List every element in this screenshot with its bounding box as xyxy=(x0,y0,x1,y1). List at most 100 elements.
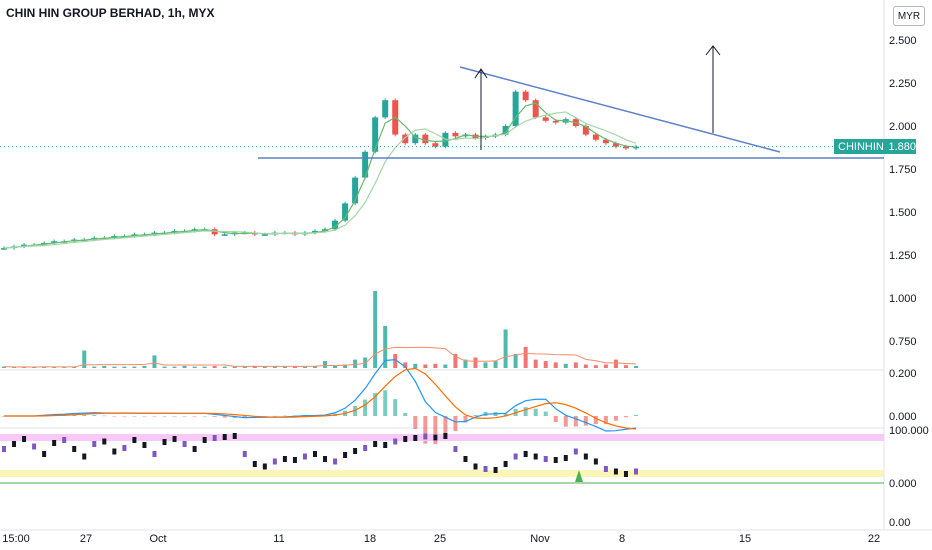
stoch-mark xyxy=(282,456,287,462)
last-price-tag: CHINHIN 1.880 xyxy=(834,139,916,154)
macd-tick-label: 0.000 xyxy=(889,411,917,423)
macd-histogram-bar xyxy=(613,416,618,421)
stoch-mark xyxy=(302,453,307,460)
stoch-mark xyxy=(573,448,578,455)
volume-bar xyxy=(393,354,398,368)
macd-histogram-bar xyxy=(212,416,217,417)
time-tick-label: 25 xyxy=(434,533,446,545)
candle-body xyxy=(452,132,459,137)
stoch-mark xyxy=(383,442,388,448)
candle-body xyxy=(612,143,619,147)
volume-bar xyxy=(102,365,107,368)
stoch-mark xyxy=(52,440,57,446)
price-tick-label: 1.500 xyxy=(889,207,917,219)
stoch-tick-label: 100.000 xyxy=(889,425,929,437)
stoch-tick-label: 0.00 xyxy=(889,517,910,529)
macd-histogram-bar xyxy=(72,414,77,416)
volume-bar xyxy=(483,362,488,368)
volume-bar xyxy=(433,363,438,368)
stoch-mark xyxy=(333,458,338,465)
currency-button[interactable]: MYR xyxy=(893,6,925,26)
time-tick-label: 8 xyxy=(619,533,625,545)
candle-body xyxy=(542,117,549,121)
volume-bar xyxy=(443,364,448,368)
macd-tick-label: 0.200 xyxy=(889,368,917,380)
price-tag-symbol: CHINHIN xyxy=(838,140,884,153)
stoch-mark xyxy=(222,434,227,440)
volume-bar xyxy=(122,366,127,368)
stoch-mark xyxy=(62,437,67,443)
volume-ma-line xyxy=(3,346,637,368)
time-tick-label: 22 xyxy=(868,533,880,545)
volume-tick-label: 0.750 xyxy=(889,336,917,348)
macd-histogram-bar xyxy=(623,416,628,418)
stoch-mark xyxy=(292,457,297,463)
stoch-mark xyxy=(443,433,448,439)
stoch-mark xyxy=(353,448,358,454)
volume-bar xyxy=(573,362,578,368)
stoch-mark xyxy=(272,458,277,465)
stoch-mark xyxy=(202,437,207,443)
volume-bar xyxy=(182,365,187,368)
volume-bar xyxy=(373,291,378,368)
macd-histogram-bar xyxy=(593,416,598,425)
macd-histogram-bar xyxy=(463,416,468,423)
stoch-mark xyxy=(82,453,87,460)
volume-bar xyxy=(413,363,418,368)
volume-bar xyxy=(242,366,247,368)
macd-histogram-bar xyxy=(523,407,528,416)
volume-bar xyxy=(222,366,227,368)
volume-bar xyxy=(112,366,117,368)
candle-body xyxy=(342,203,349,221)
macd-histogram-bar xyxy=(142,416,147,417)
macd-histogram-bar xyxy=(162,416,167,417)
volume-bar xyxy=(32,367,37,368)
candle-body xyxy=(412,134,419,144)
volume-bar xyxy=(132,366,137,368)
volume-bar xyxy=(312,365,317,368)
ma-fast-line xyxy=(3,102,637,249)
macd-histogram-bar xyxy=(403,412,408,416)
price-tick-label: 2.500 xyxy=(889,35,917,47)
candle-body xyxy=(633,146,639,149)
stoch-mark xyxy=(603,466,608,472)
macd-histogram-bar xyxy=(383,390,388,416)
candle-body xyxy=(622,146,629,149)
chart-title: CHIN HIN GROUP BERHAD, 1h, MYX xyxy=(6,6,215,20)
volume-bar xyxy=(353,359,358,368)
macd-histogram-bar xyxy=(282,415,287,417)
candle-body xyxy=(352,177,359,204)
arrow-up-2-head xyxy=(705,45,721,56)
stoch-mark xyxy=(533,453,538,460)
stoch-mark xyxy=(593,458,598,465)
candle-body xyxy=(311,230,318,233)
stoch-mark xyxy=(493,467,498,473)
stoch-mark xyxy=(232,433,237,439)
volume-bar xyxy=(623,365,628,368)
volume-bar xyxy=(473,357,478,368)
macd-histogram-bar xyxy=(92,415,97,416)
candle-body xyxy=(502,126,509,135)
macd-histogram-bar xyxy=(132,416,137,417)
volume-bar xyxy=(292,365,297,368)
candle-body xyxy=(221,234,228,236)
volume-bar xyxy=(62,367,67,368)
volume-bar xyxy=(593,365,598,368)
stoch-mark xyxy=(583,453,588,460)
stoch-mark xyxy=(483,466,488,472)
macd-histogram-bar xyxy=(202,416,207,417)
volume-bar xyxy=(232,366,237,368)
macd-histogram-bar xyxy=(373,392,378,416)
stoch-mark xyxy=(32,443,37,450)
candle-body xyxy=(522,91,529,101)
macd-histogram-bar xyxy=(413,416,418,429)
stoch-mark xyxy=(262,463,267,470)
resistance-trendline xyxy=(459,66,781,153)
time-tick-label: 27 xyxy=(80,533,92,545)
time-tick-label: 15 xyxy=(739,533,751,545)
price-tick-label: 2.250 xyxy=(889,78,917,90)
stoch-mark xyxy=(182,441,187,447)
volume-bar xyxy=(603,364,608,368)
macd-histogram-bar xyxy=(172,416,177,417)
